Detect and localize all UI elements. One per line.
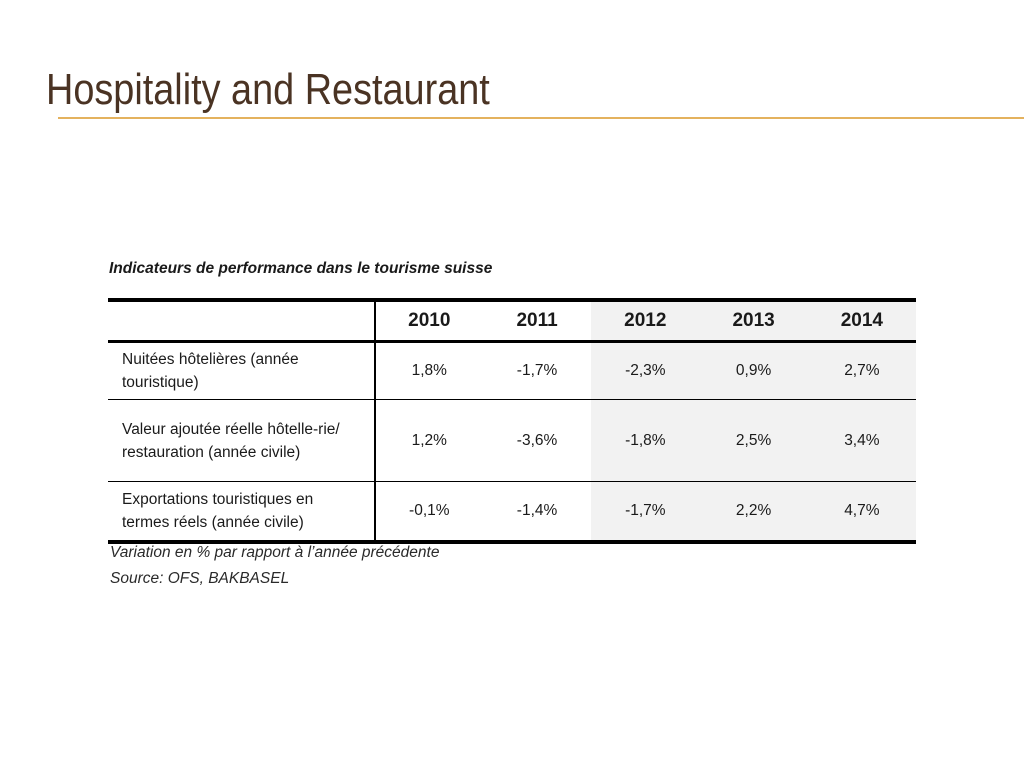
table-cell: -3,6% bbox=[516, 431, 558, 449]
performance-table: 2010 2011 2012 2013 2014 Nuitées hôteliè… bbox=[108, 298, 916, 544]
title-divider bbox=[58, 117, 1024, 119]
table-cell: 1,2% bbox=[411, 431, 447, 449]
table-row: Exportations touristiques en termes réel… bbox=[108, 481, 916, 542]
header-year: 2011 bbox=[516, 310, 558, 331]
table-footnote: Variation en % par rapport à l’année pré… bbox=[110, 544, 440, 561]
table-header-row: 2010 2011 2012 2013 2014 bbox=[108, 300, 916, 342]
table-cell: -1,8% bbox=[591, 399, 700, 482]
table-cell: -2,3% bbox=[591, 341, 700, 400]
table-cell: 1,8% bbox=[411, 362, 447, 379]
table-cell: -0,1% bbox=[409, 501, 450, 519]
table-cell: 2,2% bbox=[699, 481, 808, 542]
header-year: 2014 bbox=[807, 300, 916, 342]
table-cell: -1,7% bbox=[516, 362, 558, 379]
table-row: Valeur ajoutée réelle hôtelle-rie/ resta… bbox=[108, 399, 916, 482]
row-label: Nuitées hôtelières (année touristique) bbox=[108, 341, 376, 400]
row-label: Valeur ajoutée réelle hôtelle-rie/ resta… bbox=[108, 399, 376, 482]
header-year: 2012 bbox=[591, 300, 700, 342]
table-source: Source: OFS, BAKBASEL bbox=[110, 570, 290, 587]
header-empty-cell bbox=[108, 300, 376, 342]
performance-table-container: 2010 2011 2012 2013 2014 Nuitées hôteliè… bbox=[108, 298, 916, 544]
table-caption: Indicateurs de performance dans le touri… bbox=[109, 260, 493, 277]
table-cell: -1,4% bbox=[516, 501, 558, 519]
table-cell: 2,7% bbox=[807, 341, 916, 400]
slide-title: Hospitality and Restaurant bbox=[46, 65, 490, 114]
header-year: 2013 bbox=[699, 300, 808, 342]
table-cell: 2,5% bbox=[699, 399, 808, 482]
table-cell: 4,7% bbox=[807, 481, 916, 542]
table-cell: 3,4% bbox=[807, 399, 916, 482]
header-year: 2010 bbox=[408, 310, 451, 331]
table-cell: -1,7% bbox=[591, 481, 700, 542]
table-cell: 0,9% bbox=[699, 341, 808, 400]
row-label: Exportations touristiques en termes réel… bbox=[108, 481, 376, 542]
table-row: Nuitées hôtelières (année touristique) 1… bbox=[108, 341, 916, 400]
